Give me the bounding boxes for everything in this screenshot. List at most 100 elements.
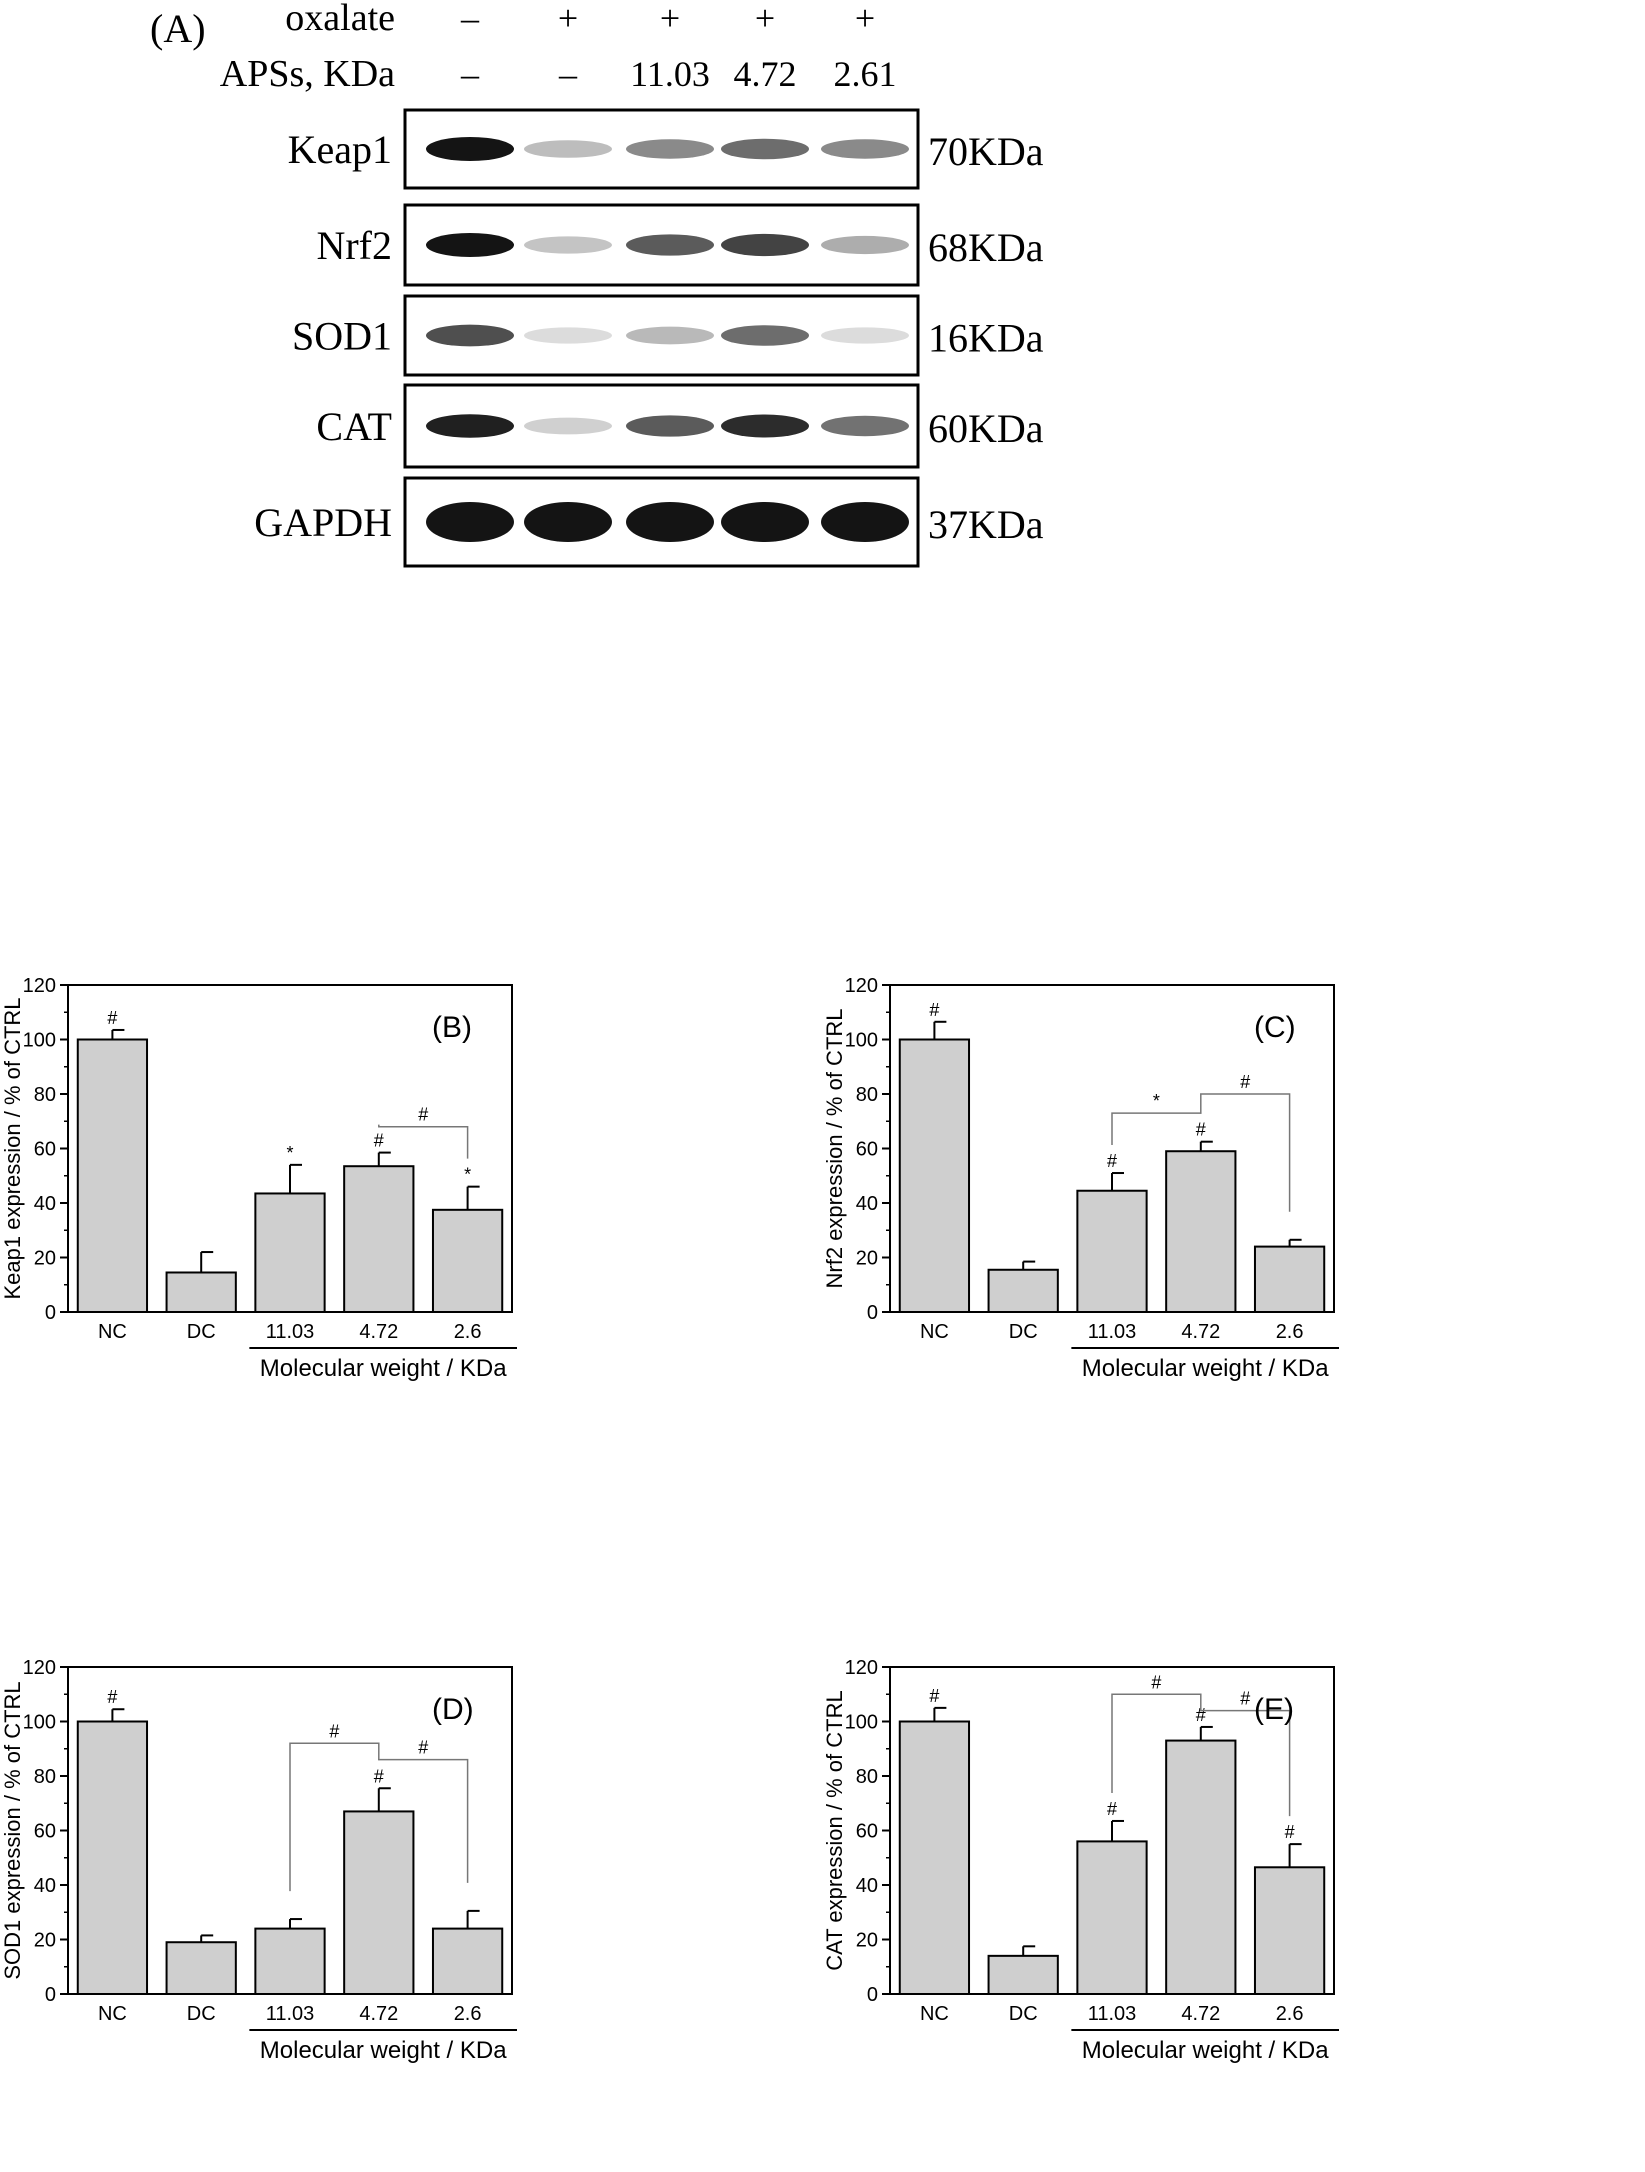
blot-band — [426, 502, 514, 542]
x-tick-label: NC — [98, 1321, 127, 1343]
blot-band — [426, 414, 514, 438]
panel-label: (D) — [432, 1693, 474, 1726]
x-tick-label: 2.6 — [454, 1321, 482, 1343]
bar-NC — [898, 1038, 971, 1313]
comparison-bracket — [378, 1124, 469, 1159]
significance-marker: # — [107, 1687, 117, 1707]
blot-band — [721, 325, 809, 346]
y-tick-label: 100 — [23, 1712, 56, 1734]
x-tick-label: 4.72 — [359, 2003, 398, 2025]
bar-11.03 — [254, 1927, 326, 1996]
bar-4.72 — [1165, 1739, 1237, 1995]
y-tick-label: 20 — [34, 1930, 56, 1952]
y-tick-label: 80 — [34, 1766, 56, 1788]
bar-NC — [898, 1720, 971, 1995]
comparison-bracket — [1111, 1693, 1202, 1793]
header-cell: – — [460, 54, 480, 94]
header-cell: 11.03 — [630, 54, 710, 94]
bar-11.03 — [1076, 1840, 1148, 1995]
blot-band — [524, 327, 612, 344]
blot-band — [524, 236, 612, 254]
bar-11.03 — [1076, 1189, 1148, 1313]
blot-band — [821, 139, 909, 159]
cat-bar-chart: 0 20 40 60 80 100 120 CAT expression / % of CTR… — [822, 1657, 1339, 2064]
blot-protein-label: SOD1 — [292, 314, 392, 359]
x-tick-label: 2.6 — [1276, 2003, 1304, 2025]
y-tick-label: 60 — [856, 1139, 878, 1161]
panel-a-label: (A) — [150, 6, 206, 51]
bar-DC — [987, 1268, 1059, 1314]
significance-marker: # — [1196, 1120, 1206, 1140]
y-tick-label: 0 — [867, 1302, 878, 1324]
y-tick-label: 120 — [23, 1657, 56, 1679]
bar-DC — [987, 1954, 1059, 1996]
blot-protein-label: Keap1 — [288, 127, 392, 172]
significance-marker: # — [374, 1766, 384, 1786]
y-tick-label: 80 — [856, 1084, 878, 1106]
bar-11.03 — [254, 1192, 326, 1313]
header-row-label: APSs, KDa — [220, 53, 395, 95]
comparison-bracket — [1200, 1698, 1291, 1817]
significance-marker: # — [374, 1131, 384, 1151]
y-axis-label: Keap1 expression / % of CTRL — [0, 997, 25, 1299]
x-tick-label: DC — [187, 1321, 216, 1343]
bar-DC — [165, 1941, 237, 1996]
y-tick-label: 100 — [845, 1030, 878, 1052]
blot-protein-label: GAPDH — [254, 500, 392, 545]
y-tick-label: 20 — [856, 1930, 878, 1952]
significance-marker: # — [107, 1008, 117, 1028]
y-tick-label: 100 — [23, 1030, 56, 1052]
blot-band — [426, 324, 514, 347]
x-group-label: Molecular weight / KDa — [1082, 2037, 1329, 2064]
blot-band — [626, 234, 714, 256]
y-tick-label: 0 — [45, 1984, 56, 2006]
comparison-bracket — [1111, 1112, 1202, 1146]
x-tick-label: 4.72 — [1181, 2003, 1220, 2025]
x-tick-label: 11.03 — [266, 1321, 315, 1343]
y-tick-label: 20 — [856, 1248, 878, 1270]
comparison-bracket — [1200, 1093, 1291, 1212]
x-group-label: Molecular weight / KDa — [260, 1355, 507, 1382]
y-tick-label: 120 — [23, 975, 56, 997]
bar-4.72 — [343, 1810, 415, 1995]
bar-NC — [76, 1720, 149, 1995]
y-axis-label: Nrf2 expression / % of CTRL — [822, 1009, 847, 1289]
significance-marker: * — [464, 1165, 471, 1185]
header-cell: + — [558, 0, 578, 38]
comparison-bracket — [378, 1758, 469, 1883]
bar-4.72 — [343, 1165, 415, 1313]
blot-band — [721, 233, 809, 257]
blot-band — [821, 415, 909, 437]
x-tick-label: NC — [920, 1321, 949, 1343]
x-tick-label: DC — [1009, 1321, 1038, 1343]
western-blot-panel: (A) oxalate – + + + + APSs, KDa – – 11.03 4.72 2.61… — [150, 0, 1044, 568]
blot-header: oxalate – + + + + APSs, KDa – – 11.03 4.72 2.61 — [220, 0, 897, 95]
blot-band — [426, 137, 514, 161]
y-tick-label: 40 — [856, 1193, 878, 1215]
bar-2.6 — [431, 1208, 504, 1313]
significance-marker: # — [1107, 1151, 1117, 1171]
bar-NC — [76, 1038, 149, 1313]
y-tick-label: 60 — [856, 1821, 878, 1843]
blot-band — [626, 415, 714, 437]
x-group-label: Molecular weight / KDa — [260, 2037, 507, 2064]
header-cell: 2.61 — [834, 54, 897, 94]
blot-band — [524, 502, 612, 542]
bracket-label: # — [1240, 1072, 1250, 1092]
x-group-label: Molecular weight / KDa — [1082, 1355, 1329, 1382]
header-row-label: oxalate — [285, 0, 395, 39]
x-tick-label: 4.72 — [359, 1321, 398, 1343]
significance-marker: # — [1285, 1822, 1295, 1842]
blot-band — [721, 138, 809, 160]
panel-label: (B) — [432, 1011, 472, 1044]
blot-rows: Keap1 70KDa Nrf2 68KDa SOD1 16KDa CAT 60KDa GAPD… — [254, 108, 1044, 568]
x-tick-label: 11.03 — [1088, 2003, 1137, 2025]
header-cell: 4.72 — [734, 54, 797, 94]
bracket-label: * — [1153, 1091, 1160, 1111]
blot-size-label: 37KDa — [928, 502, 1044, 547]
y-tick-label: 40 — [34, 1875, 56, 1897]
bracket-label: # — [418, 1105, 428, 1125]
significance-marker: # — [929, 1000, 939, 1020]
